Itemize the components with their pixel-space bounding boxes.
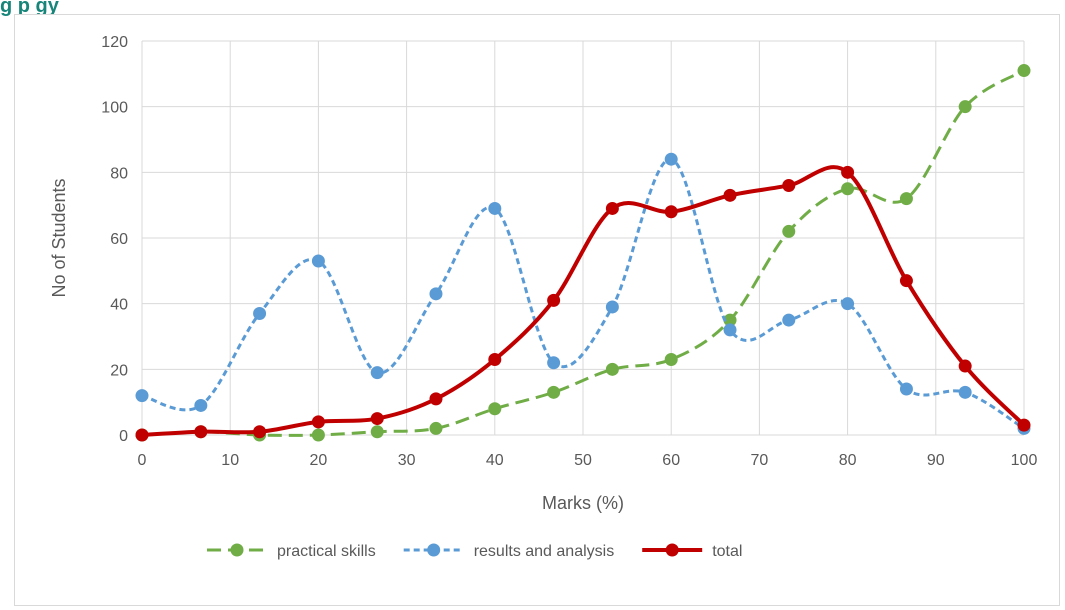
y-tick-label-2: 40	[110, 297, 128, 314]
x-tick-label-0: 0	[138, 452, 147, 469]
grid-lines	[141, 40, 1025, 436]
data-point-results-and-analysis-13	[899, 382, 913, 396]
data-point-results-and-analysis-0	[135, 389, 149, 403]
series-line-practical-skills	[141, 69, 1025, 437]
data-point-practical-skills-7	[547, 385, 561, 399]
x-tick-label-10: 100	[1011, 452, 1038, 469]
data-point-practical-skills-12	[841, 182, 855, 196]
series-results-and-analysis	[135, 152, 1031, 435]
y-axis-ticks: 0 20 40 60 80 100 120	[101, 34, 128, 445]
y-tick-label-4: 80	[110, 165, 128, 182]
x-axis-ticks: 0 10 20 30 40 50 60 70 80 90 100	[138, 452, 1038, 469]
data-point-total-13	[899, 274, 913, 288]
legend-label-practical-skills: practical skills	[277, 543, 376, 560]
data-point-results-and-analysis-14	[958, 385, 972, 399]
x-tick-label-4: 40	[486, 452, 504, 469]
series-line-results-and-analysis	[141, 157, 1025, 430]
x-axis-title: Marks (%)	[542, 493, 624, 513]
x-tick-label-3: 30	[398, 452, 416, 469]
data-point-results-and-analysis-9	[664, 152, 678, 166]
data-point-practical-skills-4	[370, 425, 384, 439]
y-tick-label-3: 60	[110, 231, 128, 248]
legend-item-total: total	[642, 543, 742, 560]
data-point-results-and-analysis-5	[429, 287, 443, 301]
clipped-figure-caption: g p gy	[0, 0, 59, 16]
data-point-results-and-analysis-3	[311, 254, 325, 268]
y-tick-label-1: 20	[110, 362, 128, 379]
data-point-total-12	[841, 165, 855, 179]
y-axis-title: No of Students	[49, 178, 69, 297]
series-line-total	[141, 165, 1026, 437]
data-point-total-6	[488, 352, 502, 366]
data-point-total-4	[370, 412, 384, 426]
data-point-results-and-analysis-7	[547, 356, 561, 370]
data-point-practical-skills-11	[782, 224, 796, 238]
x-tick-label-7: 70	[751, 452, 769, 469]
data-point-results-and-analysis-2	[253, 307, 267, 321]
chart-frame: 0 20 40 60 80 100 120 0 10 20 30 40 50 60 70 80 90 100 N…	[14, 14, 1060, 606]
data-point-total-5	[429, 392, 443, 406]
x-tick-label-8: 80	[839, 452, 857, 469]
data-point-total-9	[664, 205, 678, 219]
data-point-total-8	[605, 201, 619, 215]
data-point-practical-skills-10	[723, 313, 737, 327]
y-tick-label-6: 120	[101, 34, 128, 51]
data-point-total-2	[253, 425, 267, 439]
legend-swatch-marker	[427, 543, 441, 557]
legend: practical skills results and analysis tota…	[207, 543, 742, 560]
y-tick-label-0: 0	[119, 428, 128, 445]
legend-swatch-marker	[665, 543, 679, 557]
data-point-total-1	[194, 425, 208, 439]
data-point-results-and-analysis-8	[605, 300, 619, 314]
legend-label-results-and-analysis: results and analysis	[474, 543, 615, 560]
legend-item-practical-skills: practical skills	[207, 543, 376, 560]
x-tick-label-1: 10	[221, 452, 239, 469]
data-point-results-and-analysis-10	[723, 323, 737, 337]
data-point-total-10	[723, 188, 737, 202]
data-point-total-14	[958, 359, 972, 373]
data-point-practical-skills-9	[664, 352, 678, 366]
data-point-practical-skills-8	[605, 362, 619, 376]
x-tick-label-2: 20	[310, 452, 328, 469]
data-point-results-and-analysis-6	[488, 201, 502, 215]
legend-item-results-and-analysis: results and analysis	[403, 543, 615, 560]
data-point-practical-skills-14	[958, 100, 972, 114]
series-total	[135, 165, 1031, 442]
data-point-results-and-analysis-4	[370, 366, 384, 380]
data-point-practical-skills-15	[1017, 64, 1031, 78]
data-point-practical-skills-6	[488, 402, 502, 416]
data-point-total-15	[1017, 418, 1031, 432]
x-tick-label-9: 90	[927, 452, 945, 469]
x-tick-label-6: 60	[662, 452, 680, 469]
legend-swatch-marker	[230, 543, 244, 557]
data-point-practical-skills-13	[899, 192, 913, 206]
data-point-total-7	[547, 293, 561, 307]
x-tick-label-5: 50	[574, 452, 592, 469]
series-layer	[135, 64, 1031, 442]
data-point-total-11	[782, 178, 796, 192]
data-point-total-0	[135, 428, 149, 442]
data-point-results-and-analysis-1	[194, 398, 208, 412]
data-point-results-and-analysis-12	[841, 297, 855, 311]
data-point-practical-skills-3	[311, 428, 325, 442]
data-point-practical-skills-5	[429, 421, 443, 435]
legend-label-total: total	[712, 543, 742, 560]
data-point-total-3	[311, 415, 325, 429]
y-tick-label-5: 100	[101, 100, 128, 117]
line-chart: 0 20 40 60 80 100 120 0 10 20 30 40 50 60 70 80 90 100 N…	[49, 34, 1038, 560]
data-point-results-and-analysis-11	[782, 313, 796, 327]
